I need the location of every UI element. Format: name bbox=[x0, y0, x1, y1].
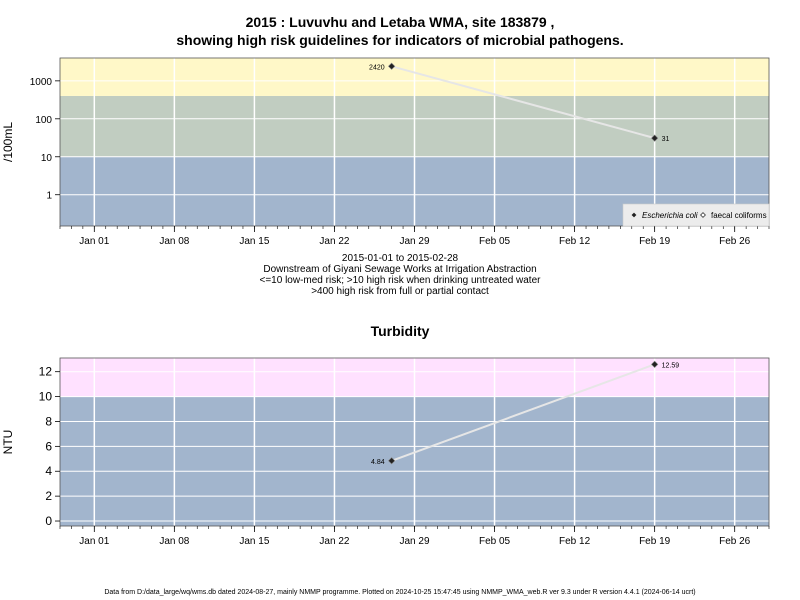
y-axis-label: NTU bbox=[1, 430, 15, 455]
turbidity-title: Turbidity bbox=[370, 323, 430, 339]
data-label: 31 bbox=[662, 136, 670, 143]
legend-faecal-label: faecal coliforms bbox=[711, 211, 767, 220]
x-tick-label: Jan 01 bbox=[79, 536, 109, 547]
y-tick-label: 1 bbox=[46, 191, 52, 202]
x-tick-label: Jan 22 bbox=[319, 236, 349, 247]
series-line bbox=[391, 65, 655, 140]
data-point bbox=[651, 360, 659, 368]
x-tick-label: Jan 15 bbox=[239, 536, 269, 547]
caption-risk-drinking: <=10 low-med risk; >10 high risk when dr… bbox=[259, 275, 541, 286]
chart1-caption: 2015-01-01 to 2015-02-28 Downstream of G… bbox=[0, 253, 800, 297]
x-tick-label: Jan 22 bbox=[319, 536, 349, 547]
legend-ecoli-label: Escherichia coli bbox=[642, 211, 698, 220]
series-line bbox=[391, 363, 655, 462]
y-tick-label: 1000 bbox=[30, 77, 53, 88]
x-tick-label: Feb 19 bbox=[639, 236, 671, 247]
caption-risk-contact: >400 high risk from full or partial cont… bbox=[311, 286, 489, 297]
data-label: 2420 bbox=[369, 64, 385, 71]
x-tick-label: Feb 19 bbox=[639, 536, 671, 547]
x-tick-label: Jan 08 bbox=[159, 536, 189, 547]
x-tick-label: Jan 29 bbox=[399, 536, 429, 547]
y-axis-label: /100mL bbox=[1, 122, 15, 162]
data-source-footer: Data from D:/data_large/wq/wms.db dated … bbox=[104, 589, 696, 596]
legend-ecoli-marker bbox=[631, 212, 637, 218]
x-tick-label: Jan 29 bbox=[399, 236, 429, 247]
x-tick-label: Feb 26 bbox=[719, 536, 751, 547]
y-tick-label: 2 bbox=[45, 489, 52, 503]
microbial-chart: 1 10 100 1000 Jan 01 Jan 08 Jan 15 Jan 22 Jan 29… bbox=[1, 57, 770, 247]
x-tick-label: Jan 01 bbox=[79, 236, 109, 247]
x-tick-label: Feb 05 bbox=[479, 536, 511, 547]
data-label: 4.84 bbox=[371, 459, 385, 466]
turbidity-chart: 0 2 4 6 8 10 12 Jan 01 Jan 08 Jan 15 Jan 22 Jan 29 F… bbox=[1, 357, 770, 547]
y-tick-label: 12 bbox=[39, 365, 53, 379]
chart-title-line2: showing high risk guidelines for indicat… bbox=[176, 32, 624, 48]
x-tick-label: Feb 12 bbox=[559, 236, 591, 247]
chart-title-line1: 2015 : Luvuvhu and Letaba WMA, site 1838… bbox=[245, 14, 555, 30]
x-tick-label: Jan 08 bbox=[159, 236, 189, 247]
y-tick-label: 4 bbox=[45, 464, 52, 478]
y-tick-label: 10 bbox=[39, 390, 53, 404]
y-tick-label: 0 bbox=[45, 514, 52, 528]
x-tick-label: Jan 15 bbox=[239, 236, 269, 247]
legend-box bbox=[622, 203, 770, 227]
data-point bbox=[651, 134, 659, 142]
y-tick-label: 6 bbox=[45, 439, 52, 453]
data-label: 12.59 bbox=[662, 362, 680, 369]
y-tick-label: 8 bbox=[45, 414, 52, 428]
legend-faecal-marker bbox=[700, 212, 706, 218]
x-tick-label: Feb 26 bbox=[719, 236, 751, 247]
data-point bbox=[388, 62, 396, 70]
y-tick-label: 10 bbox=[41, 153, 53, 164]
caption-date-range: 2015-01-01 to 2015-02-28 bbox=[341, 253, 459, 264]
x-tick-label: Feb 12 bbox=[559, 536, 591, 547]
y-tick-label: 100 bbox=[35, 115, 52, 126]
x-tick-label: Feb 05 bbox=[479, 236, 511, 247]
data-point bbox=[388, 457, 396, 465]
caption-site: Downstream of Giyani Sewage Works at Irr… bbox=[263, 264, 537, 275]
